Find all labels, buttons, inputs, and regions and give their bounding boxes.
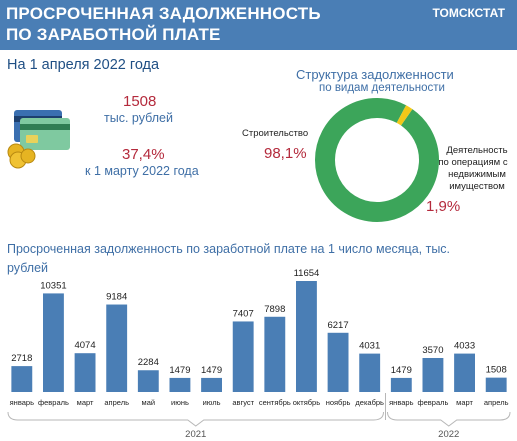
category-label-8: сентябрь: [259, 398, 291, 407]
bar-11: [359, 353, 381, 392]
bar-value-label-2: 4074: [74, 340, 95, 351]
segment-label-real-estate: Деятельность по операциям с недвижимым и…: [437, 145, 517, 193]
bar-value-label-15: 1508: [486, 365, 507, 376]
bar-10: [327, 332, 349, 392]
bar-4: [137, 370, 159, 392]
category-label-2: март: [77, 398, 94, 407]
bar-2: [74, 353, 96, 392]
category-label-7: август: [232, 398, 254, 407]
year-bracket-1: [387, 411, 511, 427]
bar-13: [422, 357, 444, 392]
category-label-15: апрель: [484, 398, 509, 407]
bar-6: [201, 377, 222, 392]
bar-3: [106, 304, 128, 392]
category-label-10: ноябрь: [326, 398, 351, 407]
bar-value-label-11: 4031: [359, 341, 380, 352]
segment-label-real-estate-line-2: по операциям с: [438, 157, 508, 168]
bar-7: [232, 321, 254, 392]
category-label-0: январь: [10, 398, 34, 407]
bar-value-label-6: 1479: [201, 365, 222, 376]
bar-5: [169, 377, 191, 392]
category-label-5: июнь: [171, 398, 189, 407]
bar-value-label-4: 2284: [138, 357, 159, 368]
donut-segment-0: [315, 98, 439, 222]
segment-label-real-estate-line-4: имуществом: [449, 181, 505, 192]
bar-12: [390, 377, 412, 392]
category-label-1: февраль: [38, 398, 69, 407]
segment-label-real-estate-line-1: Деятельность: [446, 145, 508, 156]
chart-title: Просроченная задолженность по заработной…: [7, 242, 451, 275]
bar-value-label-1: 10351: [40, 280, 66, 291]
category-label-4: май: [142, 398, 156, 407]
structure-subtitle: по видам деятельности: [319, 82, 445, 94]
brand-label: ТОМСКСТАТ: [432, 6, 505, 20]
segment-label-construction: Строительство: [242, 128, 309, 139]
bar-0: [11, 366, 33, 392]
category-label-11: декабрь: [355, 398, 384, 407]
bar-value-label-5: 1479: [169, 365, 190, 376]
category-label-13: февраль: [417, 398, 448, 407]
bar-15: [485, 377, 507, 392]
category-label-12: январь: [389, 398, 413, 407]
bar-1: [43, 293, 64, 392]
amount-value: 1508: [123, 93, 157, 110]
bar-8: [264, 316, 286, 392]
title-line-1: ПРОСРОЧЕННАЯ ЗАДОЛЖЕННОСТЬ: [6, 4, 321, 23]
ratio-caption: к 1 марту 2022 года: [85, 164, 199, 178]
year-label-0: 2021: [185, 429, 206, 440]
donut-segment-1: [396, 105, 413, 126]
bar-14: [454, 353, 475, 392]
category-label-14: март: [456, 398, 473, 407]
structure-title: Структура задолженности: [296, 67, 454, 82]
bar-value-label-0: 2718: [11, 353, 32, 364]
date-label: На 1 апреля 2022 года: [7, 57, 160, 73]
category-label-3: апрель: [104, 398, 129, 407]
bar-9: [296, 281, 317, 392]
bar-value-label-10: 6217: [327, 320, 348, 331]
segment-value-real-estate: 1,9%: [426, 198, 461, 215]
header-banner: ПРОСРОЧЕННАЯ ЗАДОЛЖЕННОСТЬ ПО ЗАРАБОТНОЙ…: [0, 0, 517, 50]
title-line-2: ПО ЗАРАБОТНОЙ ПЛАТЕ: [6, 25, 221, 44]
bar-value-label-9: 11654: [294, 268, 320, 279]
bar-value-label-8: 7898: [264, 304, 285, 315]
bar-value-label-12: 1479: [391, 365, 412, 376]
category-label-9: октябрь: [293, 398, 320, 407]
bar-value-label-7: 7407: [233, 308, 254, 319]
credit-cards-and-coins-icon: [7, 110, 70, 169]
bar-value-label-14: 4033: [454, 341, 475, 352]
bar-value-label-3: 9184: [106, 292, 127, 303]
year-bracket-0: [7, 411, 384, 427]
category-label-6: июль: [203, 398, 221, 407]
bar-value-label-13: 3570: [422, 345, 443, 356]
ratio-value: 37,4%: [122, 146, 165, 163]
segment-value-construction: 98,1%: [264, 145, 307, 162]
segment-label-real-estate-line-3: недвижимым: [448, 169, 506, 180]
year-label-1: 2022: [438, 429, 459, 440]
amount-unit: тыс. рублей: [104, 111, 173, 125]
